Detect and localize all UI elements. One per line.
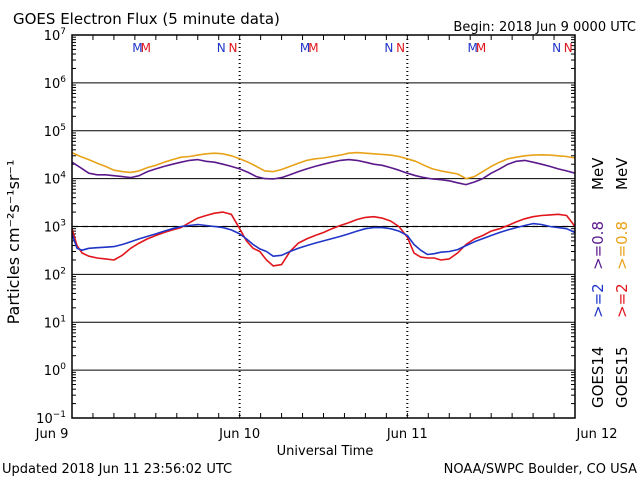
legend-unit-goes15: MeV (613, 157, 631, 190)
marker-n: N (552, 41, 561, 55)
series-lines (71, 151, 576, 267)
y-axis-label: Particles cm⁻²s⁻¹sr⁻¹ (4, 160, 23, 325)
marker-n: N (396, 41, 405, 55)
local-time-markers: MM N N MM N N MM N N (132, 41, 573, 55)
marker-m: M (308, 41, 318, 55)
legend-goes15-08mev: >=0.8 (613, 221, 631, 270)
begin-timestamp: Begin: 2018 Jun 9 0000 UTC (453, 20, 636, 35)
marker-n: N (217, 41, 226, 55)
legend-unit-goes14: MeV (589, 157, 607, 190)
x-tick-label: Jun 9 (35, 427, 69, 442)
marker-m: M (476, 41, 486, 55)
day-boundary-ticks (71, 35, 576, 418)
series-line-1 (71, 158, 576, 186)
plot-frame (71, 34, 576, 419)
legend-goes14-08mev: >=0.8 (589, 221, 607, 270)
series-line-2 (71, 211, 576, 267)
legend-goes14: GOES14 (589, 346, 607, 408)
legend-goes15: GOES15 (613, 346, 631, 408)
legend-goes15-2mev: >=2 (613, 283, 631, 318)
x-tick-label: Jun 12 (576, 427, 618, 442)
marker-n: N (564, 41, 573, 55)
marker-n: N (228, 41, 237, 55)
x-tick-label: Jun 10 (218, 427, 260, 442)
updated-timestamp: Updated 2018 Jun 11 23:56:02 UTC (2, 462, 232, 477)
chart-title: GOES Electron Flux (5 minute data) (13, 10, 280, 28)
legend: GOES14 GOES15 >=2 >=2 >=0.8 >=0.8 MeV MeV (589, 157, 631, 408)
marker-m: M (132, 41, 142, 55)
marker-m: M (300, 41, 310, 55)
legend-goes14-2mev: >=2 (589, 283, 607, 318)
x-axis-tick-labels: Jun 9 Jun 10 Jun 11 Jun 12 (35, 427, 618, 442)
x-tick-label: Jun 11 (386, 427, 428, 442)
series-line-0 (71, 151, 576, 180)
marker-m: M (141, 41, 151, 55)
marker-m: M (468, 41, 478, 55)
marker-n: N (384, 41, 393, 55)
x-axis-label: Universal Time (277, 444, 374, 459)
credit-line: NOAA/SWPC Boulder, CO USA (444, 462, 637, 477)
series-line-3 (71, 222, 576, 258)
